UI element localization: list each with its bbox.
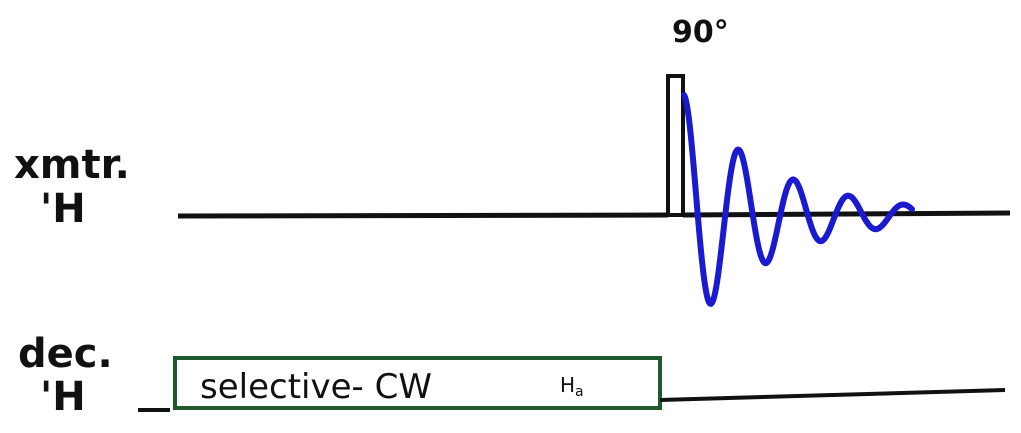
target-subscript: a bbox=[575, 384, 584, 400]
xmtr-baseline bbox=[682, 210, 1011, 218]
target: H bbox=[560, 373, 575, 397]
xmtr-baseline bbox=[177, 212, 669, 219]
decoupler-label: selective- CW bbox=[200, 367, 432, 407]
channel-name: dec. bbox=[18, 331, 113, 377]
fid bbox=[681, 92, 915, 308]
channel-name: xmtr. bbox=[14, 142, 130, 188]
pulse bbox=[666, 74, 685, 217]
pulse-label: 90° bbox=[672, 15, 729, 50]
dec-baseline bbox=[659, 388, 1006, 402]
channel-nucleus: 'H bbox=[40, 374, 86, 420]
decoupler-box bbox=[173, 356, 662, 410]
channel-nucleus: 'H bbox=[40, 186, 86, 232]
decoupler-target: Ha bbox=[560, 373, 584, 400]
